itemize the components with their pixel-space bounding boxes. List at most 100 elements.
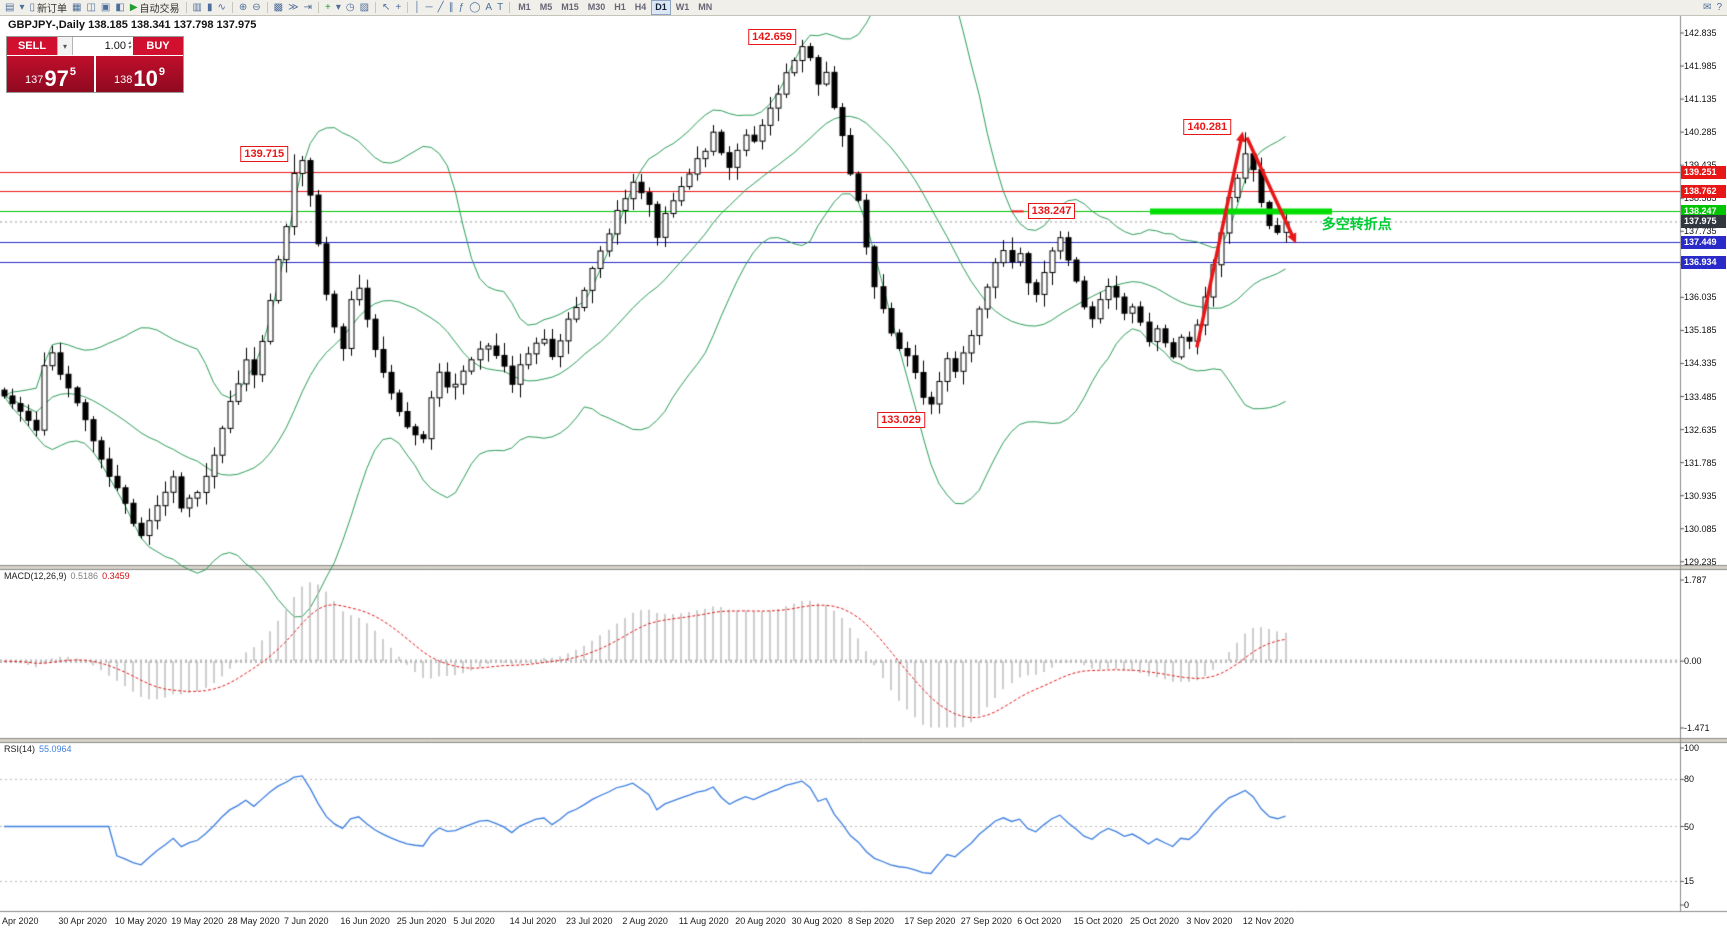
market-watch-button[interactable]: ▦ <box>70 1 83 15</box>
crosshair-tool-button[interactable]: + <box>393 1 403 15</box>
chart-shift-button[interactable]: ⇥ <box>302 1 314 15</box>
toolbar-separator <box>317 2 319 13</box>
price-label-139715[interactable]: 139.715 <box>240 146 289 163</box>
macd-tick: 0.00 <box>1684 656 1702 667</box>
price-box-138247: 138.247 <box>1681 204 1726 218</box>
help-button[interactable]: ? <box>1716 2 1722 13</box>
auto-scroll-button[interactable]: ≫ <box>286 1 300 15</box>
price-label-138247[interactable]: 138.247 <box>1027 203 1076 220</box>
text-tool-button[interactable]: A <box>483 1 494 15</box>
timeframe-M1[interactable]: M1 <box>518 2 531 12</box>
buy-price-button[interactable]: 138 10 9 <box>96 56 183 92</box>
arrows-tool-button[interactable]: T <box>495 1 505 15</box>
date-label: 16 Jun 2020 <box>340 916 390 926</box>
date-label: 7 Jun 2020 <box>284 916 329 926</box>
timeframe-M30[interactable]: M30 <box>587 2 606 12</box>
sell-price-button[interactable]: 137 97 5 <box>7 56 94 92</box>
timeframe-D1[interactable]: D1 <box>651 0 671 15</box>
cursor-tool-button[interactable]: ↖ <box>380 1 392 15</box>
price-box-139251: 139.251 <box>1681 165 1726 179</box>
sell-price-point: 5 <box>69 66 76 78</box>
new-chart-dropdown-button[interactable]: ▾ <box>17 1 26 15</box>
macd-tick: -1.471 <box>1684 723 1710 733</box>
date-label: 15 Oct 2020 <box>1073 916 1123 926</box>
strategy-tester-icon: ◧ <box>115 2 125 13</box>
price-label-140281[interactable]: 140.281 <box>1183 118 1232 135</box>
zoom-out-button[interactable]: ⊖ <box>250 1 262 15</box>
auto-trading-button[interactable]: ▶ 自动交易 <box>128 1 182 15</box>
trendline-tool-icon: ╱ <box>437 2 444 13</box>
toolbar-separator <box>407 2 409 13</box>
bull-bear-turning-point-note[interactable]: 多空转折点 <box>1321 216 1392 233</box>
rsi-name: RSI(14) <box>4 744 36 754</box>
volume-value: 1.00 <box>104 40 126 52</box>
buy-button[interactable]: BUY <box>133 37 183 55</box>
auto-trading-label: 自动交易 <box>139 4 180 15</box>
trendline-tool-button[interactable]: ╱ <box>436 1 446 15</box>
date-label: 12 Nov 2020 <box>1242 916 1294 926</box>
volume-down-button[interactable]: ▾ <box>127 45 131 51</box>
main-toolbar: ▤ ▾ ▯ 新订单 ▦ ◫ ▣ ◧ ▶ 自动交易 ▥ ▮ ∿ ⊕ ⊖ ▩ ≫ ⇥ + ▾ ◷ ▨ ↖ + │ ─ ╱ ∥ ƒ ◯ A T M1 M… <box>0 0 1727 16</box>
messages-button[interactable]: ✉ <box>1703 2 1712 13</box>
price-label-142659[interactable]: 142.659 <box>748 29 796 46</box>
indicators-button[interactable]: + <box>323 1 333 15</box>
timeframe-W1[interactable]: W1 <box>675 2 690 12</box>
tile-windows-button[interactable]: ▩ <box>272 1 285 15</box>
sell-price-pips: 97 <box>44 66 69 91</box>
one-click-trading-panel[interactable]: SELL ▾ 1.00 ▴ ▾ BUY 137 97 5 138 10 9 <box>6 36 184 93</box>
price-tick: 129.235 <box>1684 556 1717 567</box>
strategy-tester-button[interactable]: ◧ <box>113 1 126 15</box>
timeframe-H1[interactable]: H1 <box>614 2 626 12</box>
trade-options-caret[interactable]: ▾ <box>57 37 73 55</box>
macd-tick: 1.787 <box>1684 575 1707 585</box>
vertical-line-tool-button[interactable]: │ <box>412 1 422 15</box>
toolbar-separator <box>266 2 268 13</box>
timeframe-MN[interactable]: MN <box>698 2 713 12</box>
price-tick: 134.335 <box>1684 358 1717 369</box>
terminal-button[interactable]: ▣ <box>99 1 112 15</box>
date-label: 30 Apr 2020 <box>58 916 107 926</box>
sell-button[interactable]: SELL <box>7 37 57 55</box>
navigator-button[interactable]: ◫ <box>84 1 97 15</box>
new-chart-button[interactable]: ▤ <box>3 1 16 15</box>
date-label: 30 Aug 2020 <box>791 916 843 926</box>
price-box-137449: 137.449 <box>1681 235 1726 249</box>
volume-up-button[interactable]: ▴ <box>127 40 131 46</box>
chart-shift-icon: ⇥ <box>303 2 312 13</box>
date-label: 11 Aug 2020 <box>678 916 729 926</box>
indicators-icon: + <box>324 2 331 13</box>
auto-trading-icon: ▶ <box>129 2 138 13</box>
bar-chart-mode-button[interactable]: ▥ <box>191 1 204 15</box>
horizontal-line-tool-button[interactable]: ─ <box>424 1 435 15</box>
rsi-tick: 15 <box>1684 876 1695 887</box>
candlestick-mode-button[interactable]: ▮ <box>205 1 215 15</box>
new-order-button[interactable]: ▯ 新订单 <box>27 1 69 15</box>
time-axis[interactable]: Apr 2020 30 Apr 2020 10 May 2020 19 May 202… <box>0 912 1680 938</box>
date-label: 10 May 2020 <box>114 916 167 926</box>
price-tick: 141.985 <box>1684 61 1717 72</box>
periods-dropdown-button[interactable]: ◷ <box>344 1 357 15</box>
fibonacci-tool-button[interactable]: ƒ <box>457 1 467 15</box>
new-order-icon: ▯ <box>29 2 35 13</box>
rsi-tick: 50 <box>1684 821 1695 832</box>
macd-main-value: 0.5186 <box>70 571 99 581</box>
zoom-in-button[interactable]: ⊕ <box>237 1 249 15</box>
timeframe-M5[interactable]: M5 <box>539 2 553 12</box>
crosshair-tool-icon: + <box>395 2 402 13</box>
templates-dropdown-button[interactable]: ▨ <box>358 1 371 15</box>
channel-tool-button[interactable]: ∥ <box>447 1 456 15</box>
price-axis[interactable]: 142.835 141.985 141.135 140.285 139.435 138.5… <box>1681 0 1727 938</box>
date-label: 6 Oct 2020 <box>1017 916 1062 926</box>
toolbar-separator <box>185 2 187 13</box>
volume-field[interactable]: 1.00 ▴ ▾ <box>73 37 133 55</box>
shapes-tool-button[interactable]: ◯ <box>467 1 482 15</box>
date-label: 14 Jul 2020 <box>509 916 557 926</box>
timeframe-H4[interactable]: H4 <box>634 2 647 12</box>
price-label-133029[interactable]: 133.029 <box>877 412 925 429</box>
indicators-dropdown-button[interactable]: ▾ <box>334 1 343 15</box>
timeframe-M15[interactable]: M15 <box>561 2 579 12</box>
date-label: 28 May 2020 <box>227 916 280 926</box>
line-chart-mode-button[interactable]: ∿ <box>215 1 227 15</box>
rsi-tick: 0 <box>1684 900 1690 910</box>
